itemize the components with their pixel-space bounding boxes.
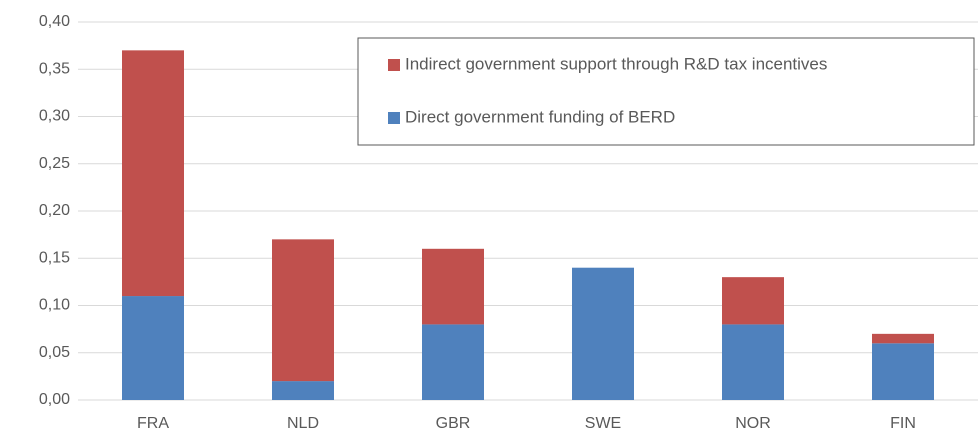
- y-tick-label: 0,05: [39, 344, 70, 361]
- x-tick-label: NLD: [287, 415, 319, 432]
- bar-segment: [122, 296, 184, 400]
- bar-segment: [872, 343, 934, 400]
- legend-label: Indirect government support through R&D …: [405, 54, 827, 73]
- bar-segment: [272, 381, 334, 400]
- legend-box: [357, 37, 975, 146]
- y-tick-label: 0,00: [39, 391, 70, 408]
- legend-swatch: [388, 112, 400, 124]
- bar-segment: [122, 50, 184, 297]
- x-tick-label: FRA: [137, 415, 169, 432]
- y-tick-label: 0,10: [39, 297, 70, 314]
- y-tick-label: 0,15: [39, 249, 70, 266]
- bar-segment: [422, 248, 484, 325]
- y-tick-label: 0,40: [39, 13, 70, 30]
- bar-segment: [722, 324, 784, 400]
- x-tick-label: FIN: [890, 415, 916, 432]
- bar-segment: [872, 333, 934, 344]
- bar-segment: [272, 239, 334, 382]
- legend-label: Direct government funding of BERD: [405, 107, 675, 126]
- y-tick-label: 0,35: [39, 60, 70, 77]
- bar-segment: [722, 277, 784, 325]
- x-tick-label: NOR: [735, 415, 771, 432]
- y-tick-label: 0,25: [39, 155, 70, 172]
- x-tick-label: SWE: [585, 415, 621, 432]
- legend-swatch: [388, 59, 400, 71]
- y-tick-label: 0,20: [39, 202, 70, 219]
- x-tick-label: GBR: [436, 415, 471, 432]
- bar-segment: [422, 324, 484, 400]
- bar-segment: [572, 267, 634, 400]
- y-tick-label: 0,30: [39, 108, 70, 125]
